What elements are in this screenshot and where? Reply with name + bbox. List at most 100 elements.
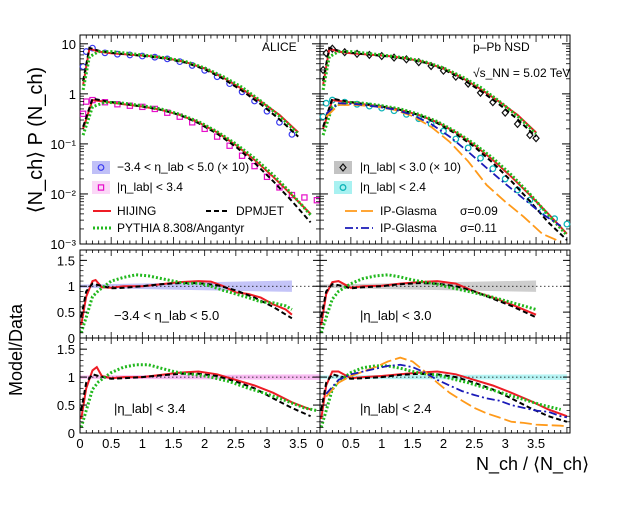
ratio-series-line-bottom-left-1 [80, 372, 312, 418]
ratio-series-line-bottom-right-2 [319, 364, 562, 428]
legend-marker-mid-fwd [97, 184, 105, 191]
legend-band-fwd [92, 161, 110, 174]
ratio-label-cent: |η_lab| < 2.4 [360, 401, 431, 416]
ratio-panel-bottom-right: 0 0.5 1 1.5 2 2.5 3 3.5 [316, 337, 571, 451]
series-line-right-7 [321, 100, 569, 237]
ratio-y-tick-label: 0 [68, 331, 75, 346]
ratio-panel-frame [319, 249, 571, 339]
legend-hijing: HIJING [117, 204, 156, 218]
data-point-left-1 [301, 194, 308, 201]
system-label: p–Pb NSD [473, 40, 530, 54]
ratio-y-tick-label: 0.5 [57, 398, 75, 413]
data-point-right-1 [452, 135, 460, 143]
ratio-panel-frame [319, 337, 571, 434]
y-axis-title-ratio: Model/Data [6, 303, 26, 396]
ratio-y-tick-label: 0 [68, 426, 75, 441]
x-tick-label: 2 [201, 436, 208, 451]
data-point-left-0 [288, 130, 296, 138]
ratio-panel-bottom-left: 0 0.5 1 1.5 0 0.5 1 1.5 2 2.5 3 3.5 [57, 337, 321, 451]
data-point-right-1 [489, 165, 497, 173]
series-line-right-4 [322, 46, 537, 138]
top-panel-frame-right [319, 34, 571, 245]
ratio-series-line-bottom-right-4 [325, 363, 568, 419]
ratio-label-fwd: −3.4 < η_lab < 5.0 [114, 308, 219, 323]
ratio-series-line-bottom-right-1 [320, 372, 568, 423]
data-point-left-1 [313, 197, 321, 204]
ratio-label-mid: |η_lab| < 3.0 [360, 308, 431, 323]
x-tick-label: 0 [76, 436, 83, 451]
legend-band-mid-fwd [92, 181, 110, 194]
series-line-right-6 [321, 50, 538, 135]
data-point-right-1 [563, 220, 571, 228]
legend-right-data-b: |η_lab| < 2.4 [360, 180, 426, 194]
ratio-y-tick-label: 1.5 [57, 342, 75, 357]
y-axis-title-top: ⟨N_ch⟩ P (N_ch) [25, 67, 47, 213]
legend-band-mid [334, 161, 352, 174]
ratio-series-line-bottom-right-0 [320, 370, 568, 420]
ratio-panel-frame [79, 249, 321, 339]
y-tick-label: 10⁻¹ [50, 137, 76, 152]
x-tick-label: 0.5 [342, 436, 360, 451]
ratio-panel-top-left: 0 0.5 1 1.5 [57, 249, 321, 346]
legend-ipglasma-1-sigma: σ=0.09 [460, 204, 498, 218]
y-tick-label: 10 [62, 37, 76, 52]
legend-left-data-b: |η_lab| < 3.4 [117, 180, 183, 194]
y-tick-label: 10⁻² [50, 187, 76, 202]
data-point-right-1 [526, 196, 534, 204]
x-tick-label: 3.5 [289, 436, 307, 451]
uncertainty-band [80, 280, 292, 292]
series-line-left-6 [81, 50, 300, 135]
data-point-left-1 [83, 98, 90, 105]
x-tick-label: 3 [263, 436, 270, 451]
legend-ipglasma-1-name: IP-Glasma [380, 204, 437, 218]
ratio-y-tick-label: 1.5 [57, 253, 75, 268]
legend-pythia: PYTHIA 8.308/Angantyr [117, 221, 244, 235]
ratio-series-line-top-left-2 [79, 273, 293, 334]
x-tick-label: 0 [316, 436, 323, 451]
ratio-series-line-top-right-2 [319, 273, 537, 334]
series-line-left-3 [82, 99, 312, 215]
x-tick-label: 1.5 [164, 436, 182, 451]
data-point-right-1 [477, 154, 484, 162]
series-line-left-7 [81, 100, 312, 216]
legend-marker-cent [339, 184, 347, 191]
ratio-series-line-bottom-left-2 [79, 363, 318, 428]
energy-label: √s_NN = 5.02 TeV [473, 66, 570, 80]
x-axis-title: N_ch / ⟨N_ch⟩ [476, 454, 589, 475]
y-tick-label: 1 [69, 87, 76, 102]
top-panel-left: 10⁻³ 10⁻² 10⁻¹ 1 10 [50, 34, 321, 252]
legend-symbols [92, 161, 373, 230]
data-point-right-1 [464, 144, 472, 152]
x-tick-label: 2.5 [227, 436, 245, 451]
ratio-label-mid-fwd: |η_lab| < 3.4 [114, 401, 185, 416]
series-line-right-9 [325, 102, 562, 227]
ratio-panel-frame [79, 337, 321, 434]
x-tick-label: 1 [378, 436, 385, 451]
x-tick-label: 0.5 [102, 436, 120, 451]
legend-dpmjet: DPMJET [236, 204, 285, 218]
x-tick-label: 2 [440, 436, 447, 451]
data-point-left-1 [276, 184, 283, 191]
legend-ipglasma-2-name: IP-Glasma [380, 221, 437, 235]
data-point-right-1 [322, 99, 330, 107]
y-tick-label: 10⁻³ [50, 237, 76, 252]
ratio-y-tick-label: 0.5 [57, 305, 75, 320]
legend-right-data-a: |η_lab| < 3.0 (× 10) [360, 160, 461, 174]
ratio-panel-top-right [319, 249, 571, 339]
top-panel-right [319, 34, 571, 245]
legend-ipglasma-2-sigma: σ=0.11 [460, 221, 497, 235]
x-tick-label: 2.5 [465, 436, 483, 451]
x-tick-label: 1 [139, 436, 146, 451]
legend-marker-mid [339, 163, 347, 172]
experiment-label: ALICE [262, 40, 297, 54]
ratio-series-line-top-left-1 [80, 282, 293, 320]
x-tick-label: 3 [502, 436, 509, 451]
legend-marker-fwd [97, 164, 105, 171]
ratio-y-tick-label: 1 [68, 370, 75, 385]
x-tick-label: 1.5 [404, 436, 422, 451]
data-point-left-1 [226, 142, 233, 149]
legend-left-data-a: −3.4 < η_lab < 5.0 (× 10) [117, 160, 249, 174]
